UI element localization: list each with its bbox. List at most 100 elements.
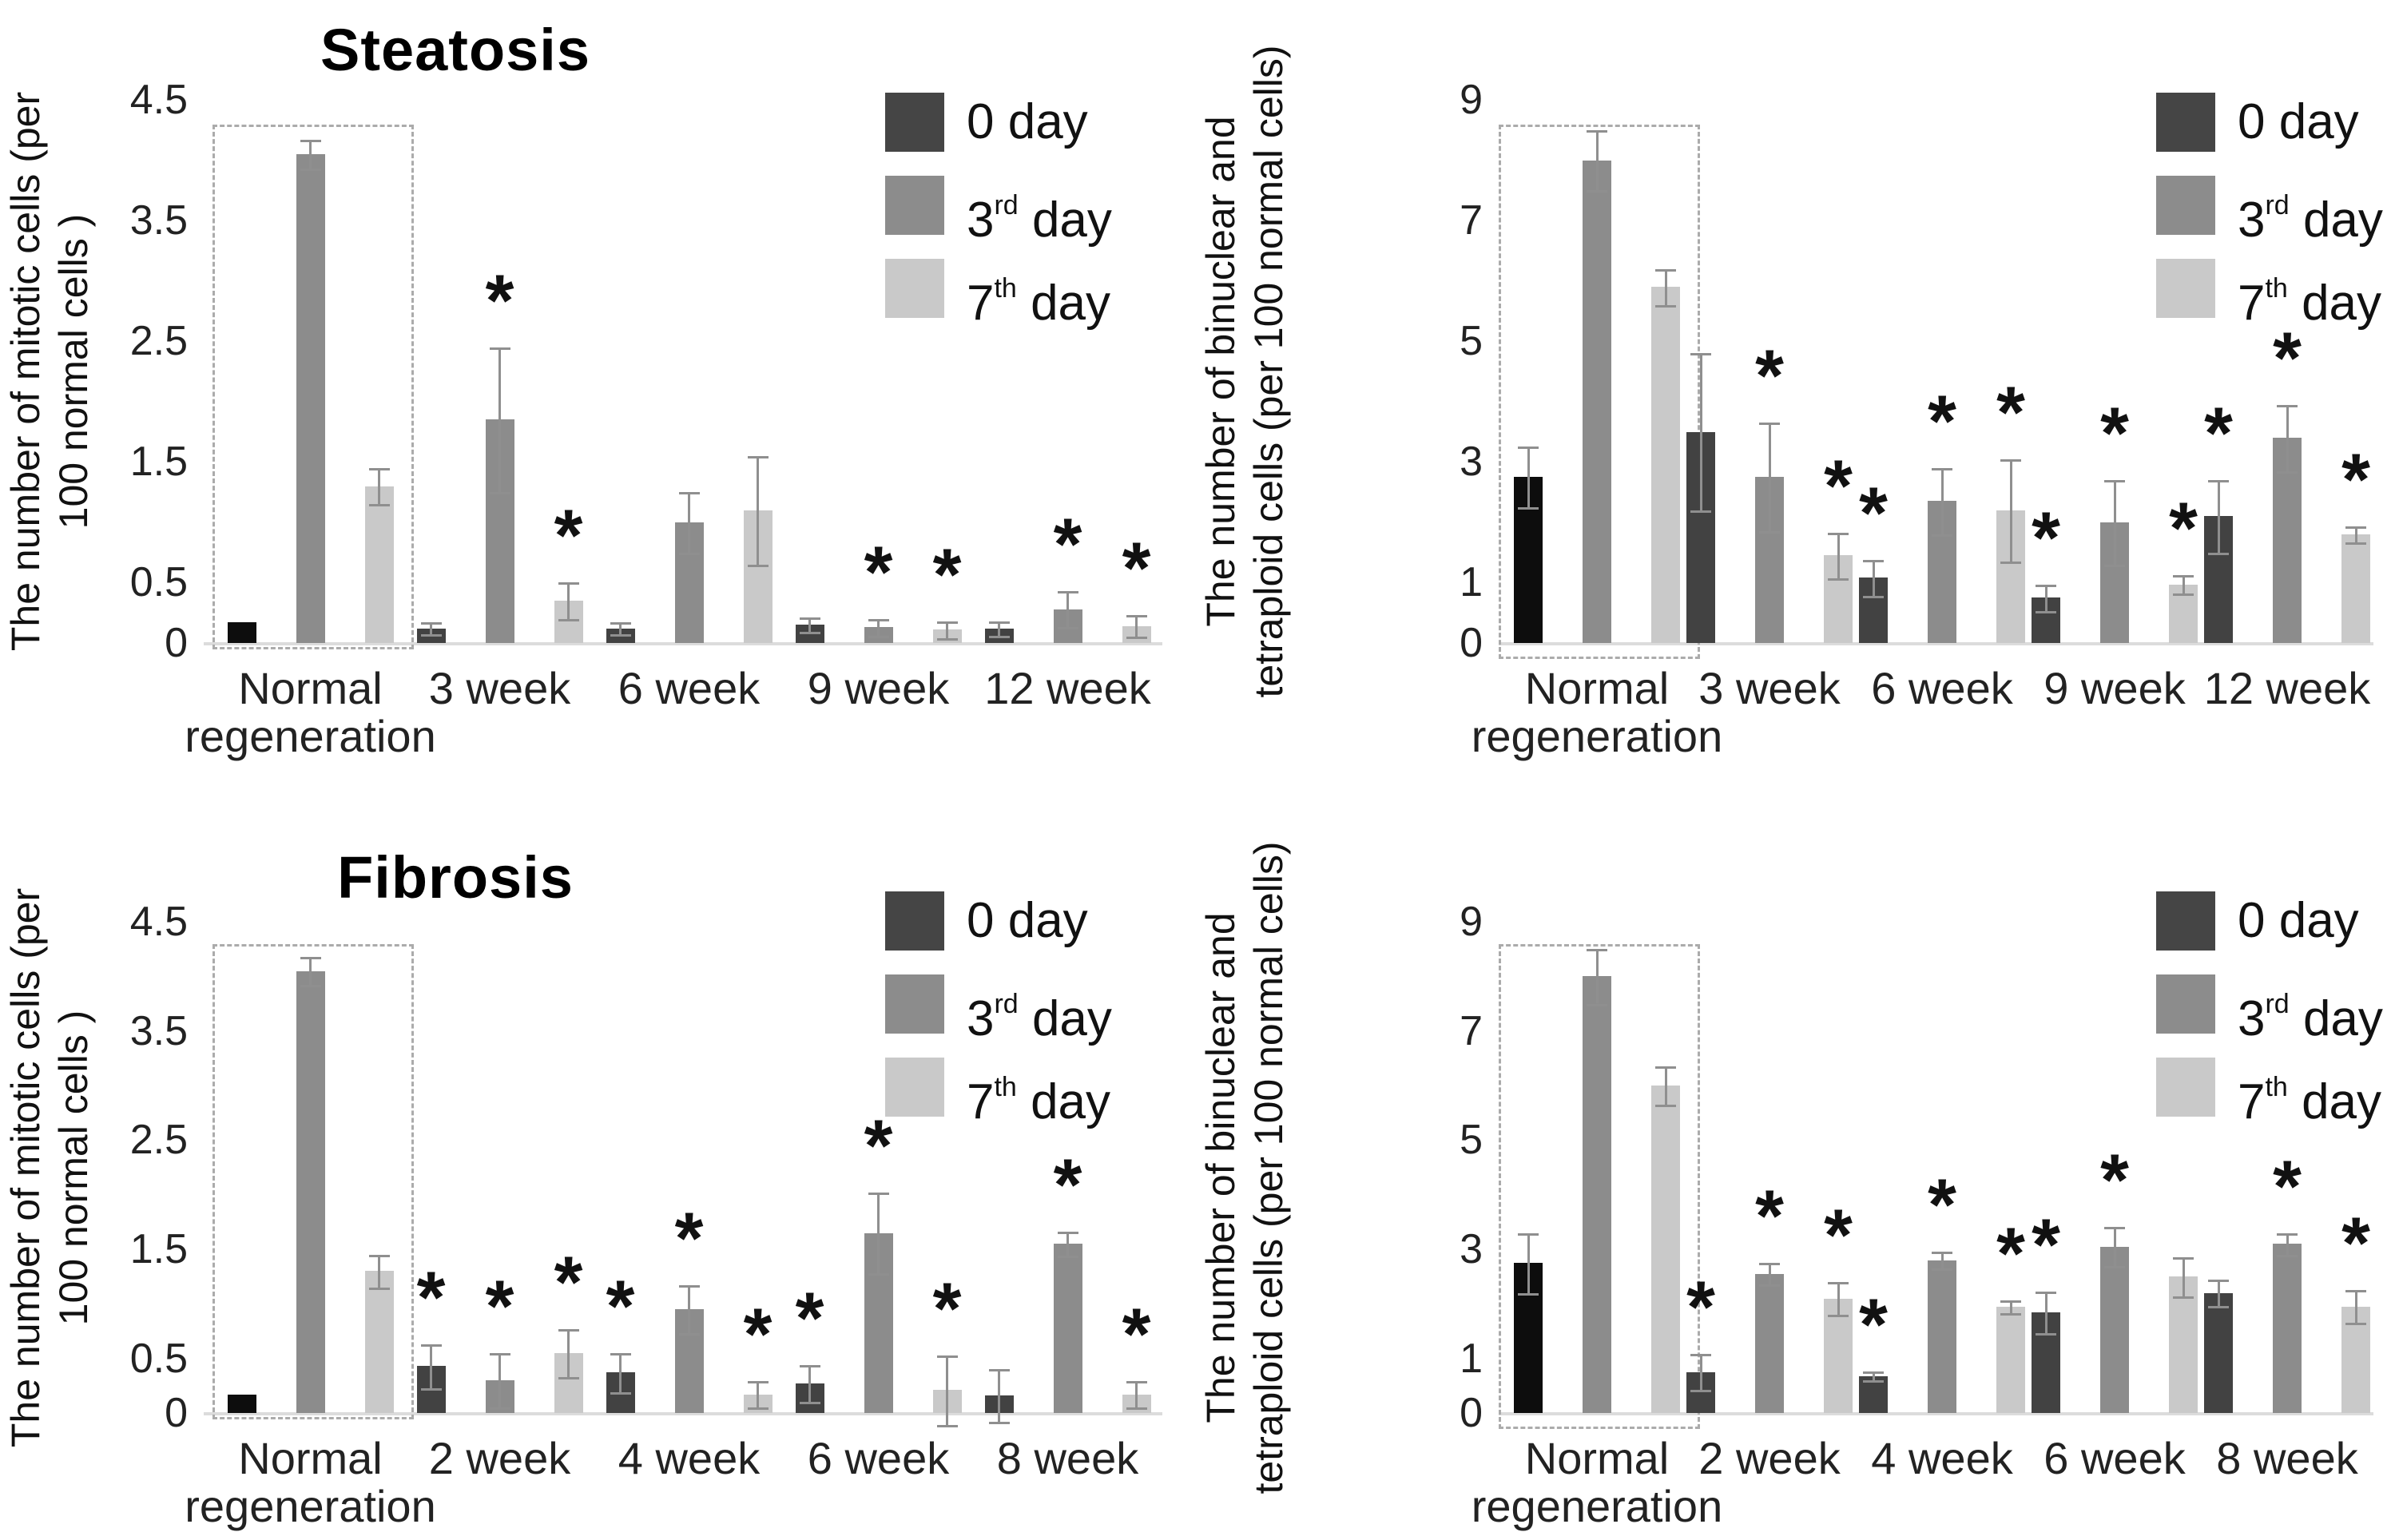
legend-label-7th-day: 7th day: [2238, 273, 2382, 331]
error-bar-cap: [489, 347, 510, 350]
error-bar-cap: [1655, 1066, 1676, 1070]
legend-swatch-7th-day: [885, 1058, 944, 1117]
x-category-label: 12 week: [984, 663, 1151, 713]
legend-swatch-0-day: [2156, 891, 2215, 951]
error-bar-cap: [368, 504, 390, 507]
error-bar-cap: [1828, 1315, 1849, 1317]
bar-fibrosis-binuclear-g4-s0: [2204, 1292, 2233, 1413]
error-bar-cap: [1690, 1354, 1711, 1357]
y-tick-label: 0.5: [129, 1335, 188, 1382]
bar-fibrosis-mitotic-g0-s1: [296, 970, 325, 1413]
error-bar-cap: [2104, 1266, 2125, 1269]
error-bar-cap: [747, 1381, 769, 1384]
significance-asterisk: *: [864, 1105, 893, 1187]
error-bar-cap: [799, 1364, 820, 1367]
x-category-label: 8 week: [2216, 1433, 2358, 1483]
x-category-label: 3 week: [428, 663, 571, 713]
error-bar-cap: [868, 618, 889, 621]
error-bar: [2354, 526, 2357, 542]
error-bar-cap: [489, 1407, 510, 1411]
error-bar-cap: [1932, 1268, 1952, 1271]
significance-asterisk: *: [2341, 439, 2370, 522]
legend-label-3rd-day: 3rd day: [2238, 190, 2383, 248]
error-bar: [877, 1192, 880, 1274]
x-category-label: Normal: [1524, 663, 1670, 713]
error-bar-cap: [558, 618, 579, 621]
error-bar-cap: [420, 622, 442, 625]
x-category-label: 3 week: [1698, 663, 1841, 713]
error-bar: [378, 467, 380, 505]
error-bar: [1527, 447, 1530, 507]
error-bar-cap: [300, 985, 321, 988]
error-bar-cap: [2000, 458, 2021, 462]
error-bar-cap: [1655, 304, 1676, 308]
x-axis-line: [204, 642, 1162, 645]
error-bar-cap: [1759, 531, 1780, 534]
legend: 0 day 3rd day 7th day: [0, 770, 1198, 1540]
error-bar-cap: [2277, 1254, 2298, 1257]
x-category-label: 6 week: [618, 663, 761, 713]
significance-asterisk: *: [554, 495, 583, 578]
error-bar-cap: [988, 1421, 1010, 1424]
error-bar-cap: [868, 1273, 889, 1276]
error-bar: [1664, 1066, 1667, 1105]
error-bar: [946, 1355, 948, 1426]
error-bar-cap: [2345, 526, 2366, 530]
y-tick-label: 5: [1460, 1117, 1483, 1164]
error-bar-cap: [2000, 1312, 2021, 1316]
error-bar-cap: [300, 169, 321, 172]
error-bar-cap: [420, 634, 442, 637]
normal-regeneration-highlight-box: [1499, 943, 1700, 1429]
error-bar-cap: [2036, 584, 2056, 587]
significance-asterisk: *: [1122, 528, 1151, 610]
y-tick-label: 4.5: [129, 77, 188, 123]
chart-title: Steatosis: [320, 17, 591, 83]
error-bar-cap: [610, 622, 631, 625]
error-bar-cap: [2345, 542, 2366, 545]
error-bar: [1066, 1232, 1069, 1256]
error-bar-cap: [1690, 1390, 1711, 1393]
error-bar-cap: [2104, 564, 2125, 567]
legend-label-0-day: 0 day: [967, 893, 1088, 948]
error-bar: [309, 956, 312, 986]
error-bar: [1135, 615, 1138, 637]
plot-area: 0 1 3 5 7 9 Normal regeneration 2 week * * * 4 week *…: [1201, 770, 2399, 1540]
error-bar-cap: [2277, 470, 2298, 474]
error-bar-cap: [1828, 578, 1849, 581]
error-bar: [808, 617, 811, 633]
error-bar-cap: [1828, 532, 1849, 535]
bar-fibrosis-mitotic-g0-s2: [364, 1271, 394, 1413]
error-bar-cap: [988, 1369, 1010, 1372]
x-category-label: regeneration: [1471, 1481, 1723, 1531]
error-bar-cap: [1863, 1380, 1884, 1383]
error-bar: [1837, 1282, 1840, 1315]
y-tick-label: 1: [1460, 559, 1483, 606]
error-bar-cap: [868, 635, 889, 638]
error-bar-cap: [799, 632, 820, 635]
normal-regeneration-highlight-box: [212, 124, 414, 649]
error-bar: [808, 1364, 811, 1403]
significance-asterisk: *: [1824, 1195, 1853, 1276]
error-bar-cap: [2173, 593, 2194, 597]
error-bar-cap: [1759, 1284, 1780, 1288]
error-bar-cap: [678, 552, 700, 555]
error-bar-cap: [2173, 1256, 2194, 1260]
error-bar: [1066, 591, 1069, 628]
y-tick-label: 3: [1460, 1226, 1483, 1272]
error-bar-cap: [868, 1192, 889, 1195]
x-category-label: Normal: [238, 663, 383, 713]
y-tick-label: 2.5: [129, 1117, 188, 1164]
y-tick-label: 3.5: [129, 197, 188, 244]
error-bar-cap: [1126, 1381, 1147, 1384]
plot-area: 0 0.5 1.5 2.5 3.5 4.5 Normal regeneration 2 week…: [0, 770, 1198, 1540]
legend-swatch-7th-day: [2156, 1058, 2215, 1117]
x-category-label: regeneration: [185, 711, 436, 761]
error-bar-cap: [1126, 615, 1147, 618]
x-category-label: 9 week: [807, 663, 950, 713]
plot-area: 0 1 3 5 7 9 Normal regeneration 3 week * * 6 week * *…: [1201, 0, 2399, 770]
error-bar: [1699, 1354, 1702, 1391]
significance-asterisk: *: [674, 1198, 704, 1280]
error-bar-cap: [489, 492, 510, 495]
legend-label-7th-day: 7th day: [967, 273, 1111, 331]
error-bar: [1872, 1371, 1875, 1380]
